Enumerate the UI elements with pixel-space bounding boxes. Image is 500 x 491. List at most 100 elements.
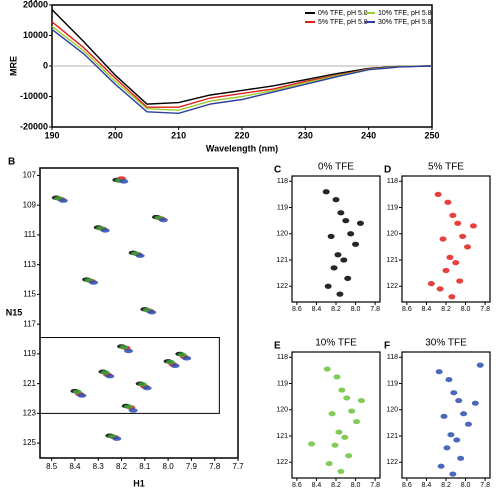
- peak: [446, 254, 454, 260]
- x-tick-label: 210: [171, 130, 186, 140]
- x-tick-label: 8.0: [163, 462, 175, 471]
- peak: [119, 345, 129, 350]
- peak: [100, 228, 110, 233]
- y-tick-label: 120: [386, 407, 398, 414]
- peak: [445, 376, 453, 383]
- y-tick-label: 118: [277, 354, 288, 361]
- legend-label: 0% TFE, pH 5.8: [318, 10, 368, 17]
- peak: [443, 445, 451, 451]
- y-tick-label: 121: [23, 379, 37, 388]
- peak: [58, 198, 68, 203]
- peak: [427, 281, 435, 287]
- x-tick-label: 200: [108, 130, 123, 140]
- x-tick-label: 8.4: [312, 306, 322, 313]
- panel-title: 10% TFE: [315, 338, 357, 349]
- peak: [158, 217, 168, 223]
- plot-frame: [39, 167, 239, 459]
- peak: [147, 310, 157, 315]
- peak: [340, 257, 348, 263]
- x-tick-label: 8.5: [46, 462, 58, 471]
- panel-title: 0% TFE: [318, 162, 354, 173]
- peak: [335, 429, 343, 435]
- peak: [308, 441, 316, 447]
- peak: [322, 189, 330, 195]
- y-tick-label: -20000: [20, 121, 48, 131]
- y-tick-label: 125: [23, 438, 37, 447]
- panel-title: 30% TFE: [425, 338, 467, 349]
- panel-label: A: [30, 0, 37, 5]
- x-tick-label: 8.2: [331, 306, 341, 313]
- peak: [124, 404, 134, 409]
- peak: [457, 455, 465, 461]
- peak: [352, 241, 360, 247]
- peak: [177, 352, 187, 357]
- peak: [452, 260, 460, 266]
- highlight-box: [39, 337, 220, 414]
- legend-label: 10% TFE, pH 5.8: [378, 10, 432, 17]
- peak: [327, 233, 335, 239]
- x-tick-label: 250: [424, 130, 439, 140]
- x-tick-label: 8.3: [93, 462, 105, 471]
- x-tick-label: 8.1: [139, 462, 151, 471]
- x-tick-label: 8.6: [402, 306, 412, 313]
- y-axis-label: N15: [6, 307, 23, 317]
- peak: [342, 218, 350, 224]
- peak: [440, 413, 448, 419]
- peak: [447, 432, 455, 438]
- peak: [330, 265, 338, 271]
- x-tick-label: 7.8: [370, 482, 380, 489]
- peak: [460, 411, 468, 417]
- peak: [449, 212, 457, 218]
- x-tick-label: 190: [44, 130, 59, 140]
- y-tick-label: 119: [277, 204, 288, 211]
- x-tick-label: 8.4: [422, 482, 432, 489]
- peak: [435, 369, 443, 375]
- legend-label: 5% TFE, pH 5.8: [318, 19, 368, 26]
- y-tick-label: 115: [23, 290, 36, 299]
- x-tick-label: 8.4: [422, 306, 432, 313]
- peak: [334, 252, 342, 258]
- peak: [105, 374, 115, 379]
- legend-label: 30% TFE, pH 5.8: [378, 19, 432, 26]
- x-tick-label: 230: [298, 130, 313, 140]
- x-tick-label: 8.2: [441, 482, 451, 489]
- peak: [332, 197, 340, 203]
- x-tick-label: 8.4: [312, 482, 322, 489]
- peak: [345, 453, 353, 459]
- peak: [471, 400, 479, 406]
- y-tick-label: 118: [387, 178, 398, 185]
- y-tick-label: 10000: [23, 30, 48, 40]
- x-tick-label: 7.8: [370, 306, 380, 313]
- y-tick-label: 121: [386, 257, 398, 264]
- x-axis-label: H1: [133, 478, 145, 488]
- x-tick-label: 8.0: [461, 482, 471, 489]
- peak: [77, 393, 87, 398]
- peak: [343, 395, 351, 401]
- panel-label: D: [384, 165, 391, 176]
- peak: [137, 382, 147, 387]
- x-tick-label: 7.7: [232, 462, 244, 471]
- x-axis-label: Wavelength (nm): [206, 143, 278, 153]
- peak: [464, 421, 472, 427]
- y-tick-label: -10000: [20, 91, 48, 101]
- y-tick-label: 121: [276, 257, 288, 264]
- x-tick-label: 8.2: [331, 482, 341, 489]
- peak: [324, 283, 332, 289]
- peak: [353, 418, 361, 425]
- x-tick-label: 8.6: [292, 482, 302, 489]
- peak: [323, 366, 331, 372]
- peak: [344, 275, 352, 281]
- peak: [128, 408, 138, 413]
- peak: [165, 359, 175, 365]
- peak: [450, 390, 458, 396]
- peak: [170, 363, 180, 368]
- y-tick-label: 119: [387, 204, 398, 211]
- peak: [456, 278, 464, 284]
- peak: [124, 348, 134, 354]
- y-tick-label: 20000: [23, 0, 48, 9]
- plot-frame: [291, 351, 381, 479]
- peak: [348, 408, 356, 414]
- x-tick-label: 8.0: [351, 306, 361, 313]
- peak: [182, 356, 192, 361]
